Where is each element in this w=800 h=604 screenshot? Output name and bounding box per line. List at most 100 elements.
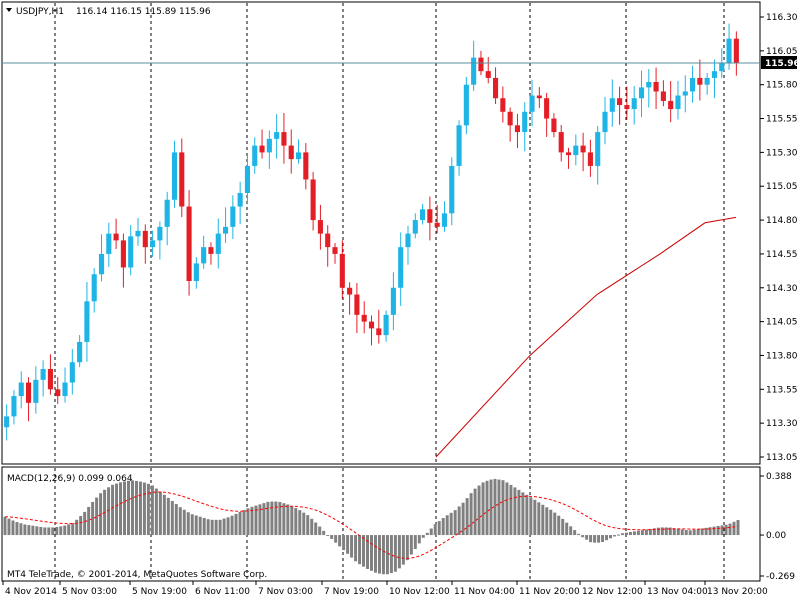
candle-bear (186, 206, 192, 281)
macd-bar (377, 535, 381, 574)
candles-layer (4, 23, 739, 441)
macd-bar (190, 514, 194, 536)
candle-bull (711, 71, 718, 78)
macd-bar (385, 535, 389, 575)
price-tick-label: 114.30 (766, 284, 798, 294)
candle-bear (500, 98, 506, 112)
candle-bull (412, 220, 418, 234)
candle-bull (602, 111, 608, 133)
macd-bar (366, 535, 370, 569)
candle-bull (573, 145, 579, 156)
candle-bear (580, 145, 586, 153)
macd-bar (270, 501, 274, 536)
candle-bear (25, 382, 32, 403)
macd-bar (15, 522, 19, 536)
macd-bar (728, 523, 732, 536)
candle-bull (62, 382, 68, 397)
macd-bar (91, 501, 95, 536)
macd-bar (79, 516, 83, 536)
candle-bear (551, 118, 557, 133)
macd-bar (445, 515, 449, 536)
macd-bar (59, 526, 63, 536)
price-tick-label: 114.80 (766, 216, 798, 226)
macd-bar (732, 521, 736, 536)
macd-bar (692, 529, 696, 536)
chart-menu-chevron-icon[interactable] (6, 8, 12, 12)
macd-bar (19, 523, 23, 536)
macd-bar (222, 518, 226, 536)
time-tick-label: 4 Nov 2014 (5, 587, 57, 597)
price-tick-label: 114.05 (766, 318, 798, 328)
candle-bull (150, 240, 156, 248)
macd-bar (668, 527, 672, 536)
macd-bar (130, 480, 134, 536)
candle-bull (135, 230, 141, 237)
macd-bar (381, 535, 385, 575)
macd-bar (708, 527, 712, 536)
price-tick-label: 115.55 (766, 115, 798, 125)
macd-bar (624, 532, 628, 536)
macd-bar (704, 527, 708, 536)
macd-histogram-layer (3, 478, 740, 575)
candle-bull (638, 87, 645, 99)
candle-bear (347, 287, 353, 295)
price-tick-label: 116.05 (766, 47, 798, 57)
macd-bar (696, 529, 700, 536)
symbol-label: USDJPY,H1 (16, 7, 64, 17)
macd-bar (350, 535, 354, 558)
macd-bar (680, 529, 684, 536)
candle-bear (697, 77, 703, 85)
macd-bar (605, 535, 609, 541)
macd-bar (700, 528, 704, 536)
candle-bear (179, 152, 185, 207)
price-tick-label: 115.05 (766, 182, 798, 192)
candle-bear (317, 220, 323, 234)
candle-bull (266, 138, 272, 153)
candle-bull (69, 362, 75, 383)
candle-bull (252, 145, 258, 166)
macd-bar (358, 535, 362, 565)
macd-bar (676, 528, 680, 536)
macd-bar (170, 500, 174, 536)
candle-bear (492, 77, 499, 99)
main-panel-frame (1, 1, 761, 465)
candle-bull (193, 263, 199, 281)
candle-bear (281, 132, 287, 146)
candle-bull (646, 81, 652, 88)
candle-bull (201, 247, 207, 264)
macd-bar (95, 497, 99, 536)
candle-bull (223, 226, 229, 234)
macd-bar (636, 530, 640, 536)
candle-bear (478, 57, 484, 72)
macd-bar (186, 512, 190, 536)
candle-bull (441, 213, 448, 227)
macd-bar (198, 516, 202, 536)
macd-bar (230, 515, 234, 536)
candle-bear (427, 209, 433, 223)
macd-bar (158, 491, 162, 536)
macd-bar (425, 532, 429, 536)
macd-tick-label: 0.00 (766, 531, 786, 541)
macd-bar (166, 497, 170, 536)
macd-bar (55, 526, 59, 536)
macd-bar (214, 519, 218, 536)
macd-bar (712, 526, 716, 536)
candle-bear (368, 321, 375, 329)
macd-bar (278, 501, 282, 536)
macd-bar (162, 494, 166, 536)
macd-bar (226, 517, 230, 536)
moving-average-layer (435, 216, 737, 458)
macd-bar (509, 484, 513, 536)
macd-bar (437, 521, 441, 536)
macd-bar (3, 516, 7, 536)
macd-bar (453, 510, 457, 536)
candle-bull (719, 63, 725, 72)
candle-bull (40, 369, 46, 380)
macd-bar (234, 513, 238, 536)
macd-bar (589, 535, 593, 543)
macd-bar (154, 488, 158, 536)
price-axis: 116.30 116.05 115.80 115.55 115.30 115.05 114.… (760, 13, 798, 463)
macd-bar (178, 507, 182, 536)
